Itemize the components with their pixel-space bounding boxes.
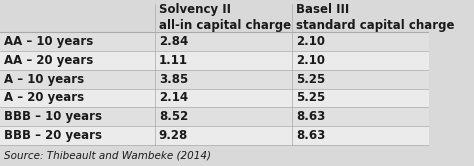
Text: 8.52: 8.52 <box>159 110 188 123</box>
Text: 2.10: 2.10 <box>296 54 325 67</box>
Bar <box>155 107 292 126</box>
Bar <box>155 51 292 70</box>
Text: AA – 10 years: AA – 10 years <box>4 35 93 48</box>
Bar <box>0 88 155 107</box>
Text: 3.85: 3.85 <box>159 73 188 86</box>
Bar <box>292 126 429 145</box>
Bar <box>292 70 429 88</box>
Text: 2.14: 2.14 <box>159 91 188 104</box>
Text: Basel III
standard capital charge: Basel III standard capital charge <box>296 3 455 32</box>
Text: A – 10 years: A – 10 years <box>4 73 84 86</box>
Bar <box>0 4 155 32</box>
Bar <box>292 32 429 51</box>
Text: BBB – 20 years: BBB – 20 years <box>4 129 102 142</box>
Text: A – 20 years: A – 20 years <box>4 91 84 104</box>
Bar <box>292 51 429 70</box>
Text: 5.25: 5.25 <box>296 73 326 86</box>
Text: 5.25: 5.25 <box>296 91 326 104</box>
Text: BBB – 10 years: BBB – 10 years <box>4 110 102 123</box>
Text: 2.84: 2.84 <box>159 35 188 48</box>
Bar <box>155 4 292 32</box>
Bar <box>155 32 292 51</box>
Bar <box>292 4 429 32</box>
Bar <box>0 51 155 70</box>
Text: 1.11: 1.11 <box>159 54 188 67</box>
Bar <box>0 126 155 145</box>
Bar <box>292 88 429 107</box>
Text: Solvency II
all-in capital charge: Solvency II all-in capital charge <box>159 3 291 32</box>
Text: AA – 20 years: AA – 20 years <box>4 54 93 67</box>
Bar <box>292 107 429 126</box>
Text: Source: Thibeault and Wambeke (2014): Source: Thibeault and Wambeke (2014) <box>4 150 211 161</box>
Bar <box>0 32 155 51</box>
Text: 8.63: 8.63 <box>296 129 326 142</box>
Bar <box>155 88 292 107</box>
Bar <box>0 107 155 126</box>
Bar <box>0 70 155 88</box>
Text: 9.28: 9.28 <box>159 129 188 142</box>
Text: 2.10: 2.10 <box>296 35 325 48</box>
Text: 8.63: 8.63 <box>296 110 326 123</box>
Bar <box>155 70 292 88</box>
Bar <box>155 126 292 145</box>
